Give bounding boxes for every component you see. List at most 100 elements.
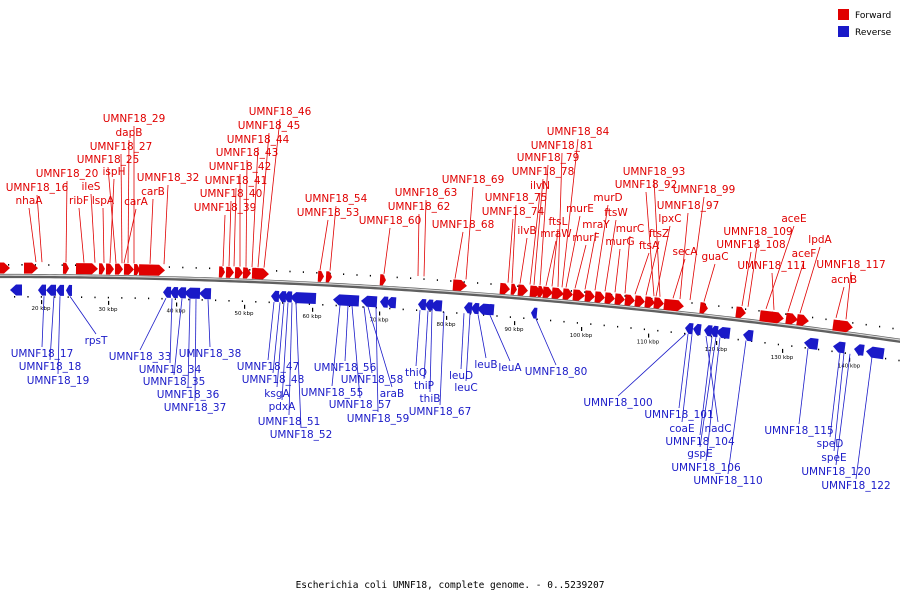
tick-mark-upper: [34, 264, 36, 266]
forward-gene-label: carB: [141, 186, 165, 198]
tick-mark-lower: [831, 350, 833, 353]
tick-mark-lower: [215, 299, 217, 302]
forward-gene-label: UMNF18_68: [432, 219, 495, 231]
reverse-gene-arrow: [743, 329, 754, 342]
forward-label-leader: [551, 228, 559, 287]
kbp-major-tick: [514, 321, 516, 326]
tick-mark-lower: [643, 328, 645, 331]
forward-gene-arrow: [785, 312, 798, 325]
kbp-major-tick: [782, 348, 784, 353]
forward-label-leader: [703, 263, 716, 302]
reverse-gene-arrow: [704, 325, 713, 337]
forward-label-leader: [120, 153, 123, 264]
kbp-tick-label: 60 kbp: [303, 314, 322, 320]
reverse-label-leader: [207, 299, 211, 348]
kbp-tick-label: 70 kbp: [370, 318, 389, 324]
reverse-gene-arrow: [833, 341, 846, 354]
forward-gene-label: UMNF18_43: [216, 147, 279, 159]
forward-gene-label: UMNF18_117: [816, 259, 885, 271]
reverse-label-leader: [835, 353, 851, 466]
reverse-gene-label: leuD: [449, 370, 473, 382]
tick-mark-lower: [509, 316, 511, 318]
forward-gene-label: UMNF18_27: [90, 141, 153, 153]
reverse-gene-arrow: [170, 287, 179, 299]
tick-mark-lower: [322, 304, 324, 306]
forward-label-leader: [561, 138, 579, 288]
reverse-label-leader: [681, 334, 693, 423]
tick-mark-lower: [174, 298, 176, 300]
tick-mark-upper: [892, 327, 894, 330]
forward-gene-arrow: [123, 263, 134, 275]
forward-gene-label: dapB: [116, 127, 143, 139]
tick-mark-upper: [584, 291, 586, 293]
kbp-major-tick: [581, 327, 583, 331]
forward-gene-arrow: [537, 285, 544, 298]
tick-mark-upper: [879, 325, 881, 328]
tick-mark-lower: [67, 296, 69, 298]
tick-mark-upper: [731, 306, 733, 309]
forward-gene-arrow: [584, 290, 595, 302]
tick-mark-lower: [107, 296, 109, 299]
reverse-gene-arrow: [46, 284, 57, 296]
tick-mark-lower: [442, 311, 444, 313]
forward-label-leader: [653, 178, 661, 297]
forward-gene-label: ilvN: [530, 180, 550, 192]
reverse-gene-label: gspE: [687, 448, 712, 460]
tick-mark-lower: [389, 307, 391, 310]
reverse-gene-label: UMNF18_33: [109, 351, 172, 363]
reverse-gene-label: speE: [821, 452, 846, 464]
legend-reverse-label: Reverse: [855, 28, 892, 38]
tick-mark-lower: [308, 303, 310, 305]
reverse-gene-arrow: [486, 304, 495, 316]
reverse-gene-arrow: [693, 323, 702, 336]
forward-label-leader: [604, 219, 617, 292]
forward-label-leader: [771, 272, 775, 310]
tick-mark-lower: [282, 302, 284, 304]
forward-gene-arrow: [624, 294, 635, 306]
forward-gene-arrow: [634, 295, 645, 307]
tick-mark-upper: [624, 295, 626, 297]
forward-gene-arrow: [23, 262, 38, 274]
forward-label-leader: [36, 194, 43, 263]
forward-gene-arrow: [499, 282, 510, 295]
reverse-gene-arrow: [804, 337, 819, 350]
forward-gene-arrow: [572, 289, 585, 301]
tick-mark-upper: [168, 266, 170, 268]
kbp-tick-label: 90 kbp: [505, 327, 524, 333]
reverse-gene-arrow: [290, 292, 317, 305]
reverse-gene-label: nadC: [704, 423, 731, 435]
tick-mark-upper: [852, 322, 854, 324]
tick-mark-upper: [517, 285, 519, 287]
tick-mark-lower: [818, 348, 820, 351]
tick-mark-upper: [302, 271, 304, 273]
forward-label-leader: [765, 225, 795, 310]
forward-gene-label: UMNF18_109: [723, 226, 792, 238]
kbp-major-tick: [446, 315, 448, 320]
forward-label-leader: [507, 218, 514, 283]
forward-gene-arrow: [105, 263, 114, 275]
forward-label-leader: [65, 180, 68, 263]
reverse-label-leader: [288, 302, 293, 416]
reverse-gene-label: UMNF18_34: [139, 364, 202, 376]
tick-mark-lower: [148, 297, 150, 300]
forward-label-leader: [417, 213, 420, 277]
forward-gene-label: mraW: [540, 228, 572, 240]
forward-gene-label: ileS: [82, 181, 101, 193]
forward-gene-label: UMNF18_41: [205, 175, 268, 187]
forward-gene-label: ilvB: [517, 225, 536, 237]
reverse-gene-label: UMNF18_35: [143, 376, 206, 388]
tick-mark-upper: [423, 278, 425, 280]
reverse-gene-arrow: [464, 302, 473, 314]
tick-mark-upper: [718, 305, 720, 307]
tick-mark-upper: [195, 267, 197, 269]
forward-label-leader: [539, 164, 549, 286]
forward-label-leader: [454, 231, 464, 279]
reverse-label-leader: [699, 336, 713, 436]
forward-label-leader: [90, 193, 96, 263]
forward-gene-label: UMNF18_99: [673, 184, 736, 196]
tick-mark-upper: [182, 266, 184, 269]
forward-gene-arrow: [735, 306, 746, 318]
tick-mark-lower: [27, 296, 29, 298]
tick-mark-upper: [316, 272, 318, 274]
